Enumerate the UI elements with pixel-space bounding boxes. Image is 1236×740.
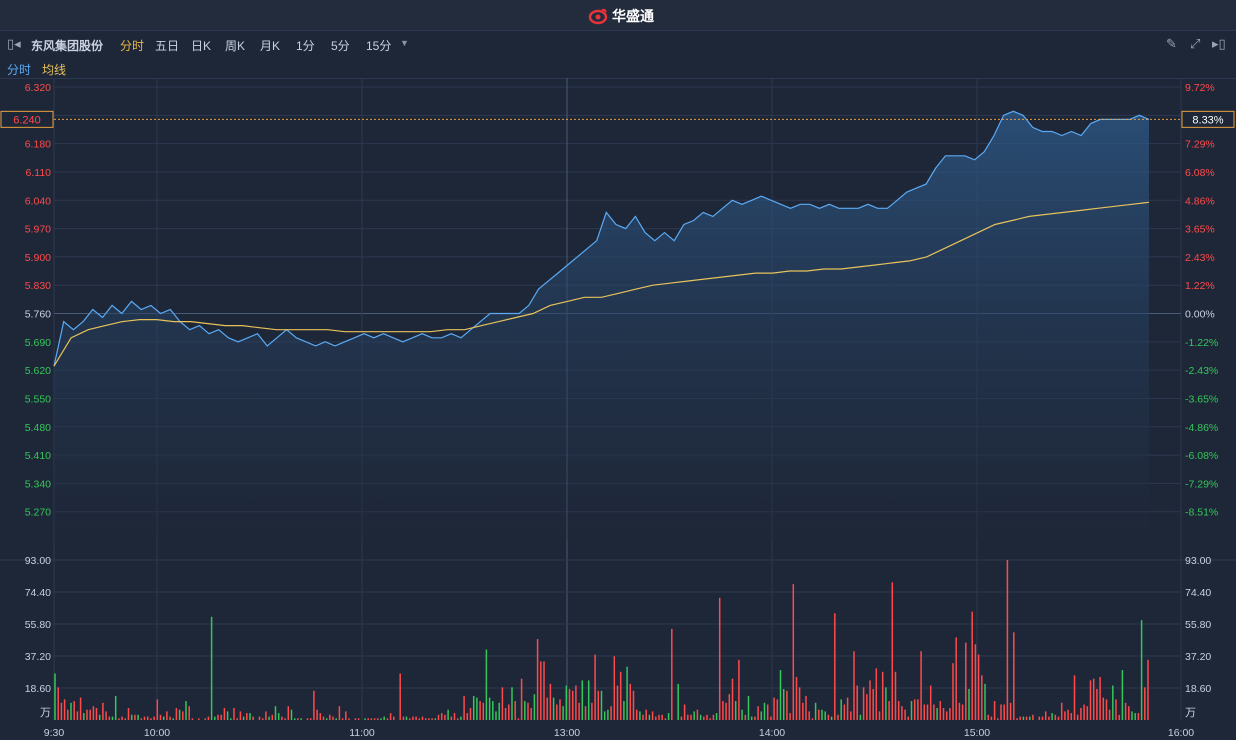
intraday-chart[interactable]: 6.3209.72%6.2508.51%6.1807.29%6.1106.08%… (0, 78, 1236, 740)
pct-tick-label: 4.86% (1185, 195, 1215, 207)
volume-tick-label: 74.40 (25, 587, 51, 599)
tab-15min[interactable]: 15分 (366, 39, 392, 53)
pct-tick-label: 1.22% (1185, 280, 1215, 292)
tab-5min[interactable]: 5分 (331, 39, 350, 53)
price-tick-label: 6.110 (26, 167, 52, 179)
time-tick-label: 15:00 (964, 727, 990, 739)
price-tick-label: 5.970 (25, 224, 51, 236)
tab-weekly-k[interactable]: 周K (225, 39, 246, 53)
price-area (54, 111, 1149, 541)
time-tick-label: 9:30 (44, 727, 65, 739)
legend-price-line: 分时 (7, 63, 32, 77)
price-tick-label: 5.690 (25, 337, 51, 349)
volume-tick-label: 55.80 (25, 619, 51, 631)
price-tick-label: 5.270 (25, 507, 51, 519)
pct-tick-label: -8.51% (1185, 507, 1218, 519)
tab-five-day[interactable]: 五日 (155, 39, 180, 53)
avg-line (53, 201, 1150, 367)
pct-tick-label: -6.08% (1185, 450, 1218, 462)
time-tick-label: 13:00 (554, 727, 580, 739)
price-tick-label: 5.900 (25, 252, 51, 264)
pct-tick-label: 7.29% (1185, 139, 1215, 151)
volume-tick-label-right: 55.80 (1185, 619, 1211, 631)
brand-logo-icon (588, 8, 608, 25)
pct-tick-label: -3.65% (1185, 393, 1218, 405)
pct-tick-label: -7.29% (1185, 478, 1218, 490)
fullscreen-icon[interactable]: ⤢ (1190, 36, 1201, 51)
collapse-left-icon[interactable]: ▯◂ (7, 36, 21, 51)
pct-tick-label: -1.22% (1185, 337, 1218, 349)
current-price-label: 6.240 (13, 114, 41, 126)
chart-toolbar: ▯◂ 东风集团股份 分时 五日 日K 周K 月K 1分 5分 15分 ▼ ✎ ⤢… (0, 32, 1236, 56)
price-tick-label: 5.760 (25, 309, 51, 321)
price-tick-label: 5.480 (25, 422, 51, 434)
pencil-icon[interactable]: ✎ (1166, 36, 1177, 51)
price-line (53, 110, 1150, 367)
volume-tick-label-right: 18.60 (1185, 683, 1211, 695)
price-tick-label: 6.040 (25, 195, 51, 207)
time-tick-label: 14:00 (759, 727, 785, 739)
pct-tick-label: -4.86% (1185, 422, 1218, 434)
top-bar: 华盛通 (0, 0, 1236, 31)
brand-logo: 华盛通 (588, 6, 654, 26)
price-tick-label: 6.180 (25, 139, 51, 151)
volume-tick-label: 37.20 (25, 651, 51, 663)
volume-unit-label-right: 万 (1185, 707, 1196, 719)
brand-name: 华盛通 (612, 8, 654, 24)
pct-tick-label: 6.08% (1185, 167, 1215, 179)
current-pct-label: 8.33% (1192, 114, 1223, 126)
collapse-right-icon[interactable]: ▸▯ (1212, 36, 1226, 51)
time-tick-label: 16:00 (1168, 727, 1194, 739)
pct-tick-label: 0.00% (1185, 309, 1215, 321)
volume-tick-label-right: 93.00 (1185, 555, 1211, 567)
tab-monthly-k[interactable]: 月K (260, 39, 281, 53)
price-tick-label: 5.830 (25, 280, 51, 292)
time-tick-label: 10:00 (144, 727, 170, 739)
time-tick-label: 11:00 (349, 727, 375, 739)
volume-tick-label-right: 74.40 (1185, 587, 1211, 599)
pct-tick-label: 3.65% (1185, 224, 1215, 236)
price-tick-label: 5.550 (25, 393, 51, 405)
tab-daily-k[interactable]: 日K (191, 39, 212, 53)
current-price-box (0, 110, 54, 128)
tab-fenshi[interactable]: 分时 (120, 39, 145, 53)
chart-legend: 分时 均线 (0, 58, 1236, 79)
volume-tick-label: 93.00 (25, 555, 51, 567)
pct-tick-label: -2.43% (1185, 365, 1218, 377)
price-tick-label: 5.410 (25, 450, 51, 462)
volume-unit-label: 万 (40, 707, 51, 719)
current-pct-box (1181, 110, 1235, 128)
legend-avg-line: 均线 (42, 63, 67, 77)
tab-1min[interactable]: 1分 (296, 39, 315, 53)
pct-tick-label: 2.43% (1185, 252, 1215, 264)
price-tick-label: 5.620 (25, 365, 51, 377)
chevron-down-icon[interactable]: ▼ (400, 38, 409, 48)
volume-tick-label-right: 37.20 (1185, 651, 1211, 663)
price-tick-label: 6.320 (25, 82, 51, 94)
stock-name: 东风集团股份 (31, 39, 104, 53)
price-tick-label: 5.340 (25, 478, 51, 490)
volume-tick-label: 18.60 (25, 683, 51, 695)
pct-tick-label: 9.72% (1185, 82, 1215, 94)
